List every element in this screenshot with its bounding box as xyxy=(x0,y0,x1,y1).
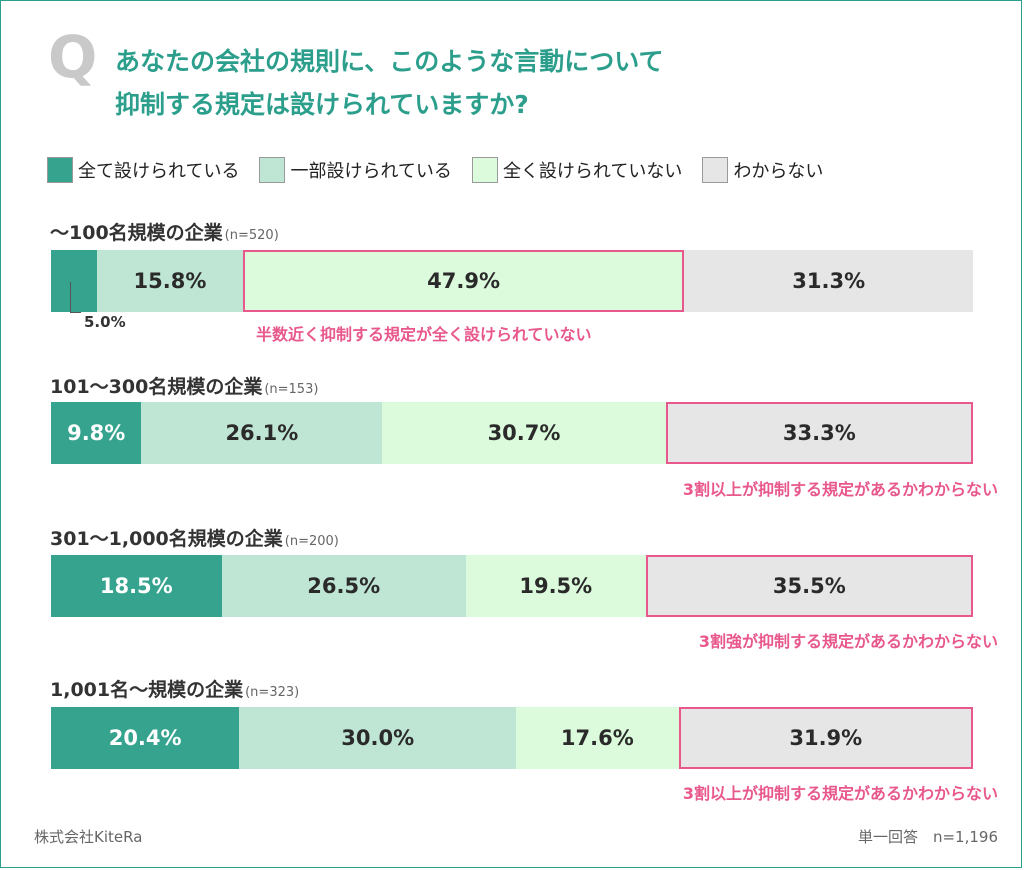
group-label: 101〜300名規模の企業 (n=153) xyxy=(50,372,318,399)
title-line-1: あなたの会社の規則に、このような言動について xyxy=(115,47,664,76)
group-label: 301〜1,000名規模の企業 (n=200) xyxy=(50,524,339,551)
segment-value-label: 30.7% xyxy=(487,421,561,445)
segment-value-label: 26.1% xyxy=(225,421,299,445)
source-label: 株式会社KiteRa xyxy=(34,828,143,846)
segment-unknown: 31.3% xyxy=(684,250,973,312)
segment-value-label: 31.3% xyxy=(792,269,866,293)
sample-size-label: 単一回答 n=1,196 xyxy=(857,828,998,846)
group-label: 〜100名規模の企業 (n=520) xyxy=(50,218,279,245)
legend-swatch xyxy=(259,157,286,183)
group-n: (n=153) xyxy=(264,382,319,397)
segment-none: 47.9% xyxy=(242,250,685,312)
group-n: (n=520) xyxy=(224,228,279,243)
segment-value-label: 17.6% xyxy=(560,726,634,750)
group-name: 101〜300名規模の企業 xyxy=(50,376,263,398)
annotation-note: 3割以上が抑制する規定があるかわからない xyxy=(682,480,998,499)
segment-all: 9.8% xyxy=(51,402,142,464)
segment-value-label: 19.5% xyxy=(519,574,593,598)
segment-value-label: 9.8% xyxy=(67,421,126,445)
legend-label: 全く設けられていない xyxy=(502,161,683,182)
legend-swatch xyxy=(702,157,729,183)
annotation-note: 3割強が抑制する規定があるかわからない xyxy=(698,632,998,651)
legend-label: わからない xyxy=(733,161,824,182)
segment-unknown: 31.9% xyxy=(678,707,973,769)
legend-item-partial: 一部設けられている xyxy=(259,157,452,183)
annotation-note: 3割以上が抑制する規定があるかわからない xyxy=(682,784,998,803)
segment-value-label: 15.8% xyxy=(133,269,207,293)
segment-none: 30.7% xyxy=(382,402,666,464)
segment-value-label: 20.4% xyxy=(108,726,182,750)
segment-unknown: 35.5% xyxy=(645,555,973,617)
group-name: 〜100名規模の企業 xyxy=(50,222,223,244)
segment-none: 19.5% xyxy=(465,555,646,617)
stacked-bar: 15.8% 47.9% 31.3% xyxy=(51,250,973,312)
segment-value-label: 18.5% xyxy=(99,574,173,598)
group-name: 301〜1,000名規模の企業 xyxy=(50,528,283,550)
title-line-2: 抑制する規定は設けられていますか? xyxy=(115,90,529,119)
segment-partial: 26.1% xyxy=(141,402,383,464)
segment-value-label: 47.9% xyxy=(427,269,500,293)
legend-swatch xyxy=(47,157,73,183)
legend-swatch xyxy=(471,157,498,183)
segment-all: 20.4% xyxy=(51,707,240,769)
legend-label: 一部設けられている xyxy=(290,161,452,182)
stacked-bar: 9.8% 26.1% 30.7% 33.3% xyxy=(51,402,973,464)
annotation-note: 半数近く抑制する規定が全く設けられていない xyxy=(256,325,592,344)
segment-unknown: 33.3% xyxy=(665,402,973,464)
stacked-bar: 18.5% 26.5% 19.5% 35.5% xyxy=(51,555,973,617)
segment-partial: 15.8% xyxy=(97,250,243,312)
segment-value-label: 35.5% xyxy=(772,574,846,598)
segment-value-label: 31.9% xyxy=(789,726,863,750)
small-value-label: 5.0% xyxy=(84,313,126,331)
legend-item-unknown: わからない xyxy=(702,157,823,183)
segment-value-label: 26.5% xyxy=(307,574,381,598)
stacked-bar: 20.4% 30.0% 17.6% 31.9% xyxy=(51,707,973,769)
legend: 全て設けられている 一部設けられている 全く設けられていない わからない xyxy=(47,154,843,186)
chart-title: あなたの会社の規則に、このような言動について 抑制する規定は設けられていますか? xyxy=(115,40,995,126)
legend-label: 全て設けられている xyxy=(78,161,240,182)
segment-partial: 26.5% xyxy=(221,555,466,617)
segment-none: 17.6% xyxy=(516,707,679,769)
segment-value-label: 30.0% xyxy=(341,726,415,750)
small-value-leader-line xyxy=(70,282,81,313)
group-label: 1,001名〜規模の企業 (n=323) xyxy=(50,675,299,702)
legend-item-all: 全て設けられている xyxy=(47,157,239,183)
group-name: 1,001名〜規模の企業 xyxy=(50,679,244,701)
question-mark: Q xyxy=(48,23,98,91)
group-n: (n=200) xyxy=(284,534,339,549)
segment-value-label: 33.3% xyxy=(782,421,856,445)
segment-all: 18.5% xyxy=(51,555,222,617)
legend-item-none: 全く設けられていない xyxy=(471,157,683,183)
segment-all xyxy=(51,250,98,312)
segment-partial: 30.0% xyxy=(239,707,517,769)
group-n: (n=323) xyxy=(245,685,300,700)
